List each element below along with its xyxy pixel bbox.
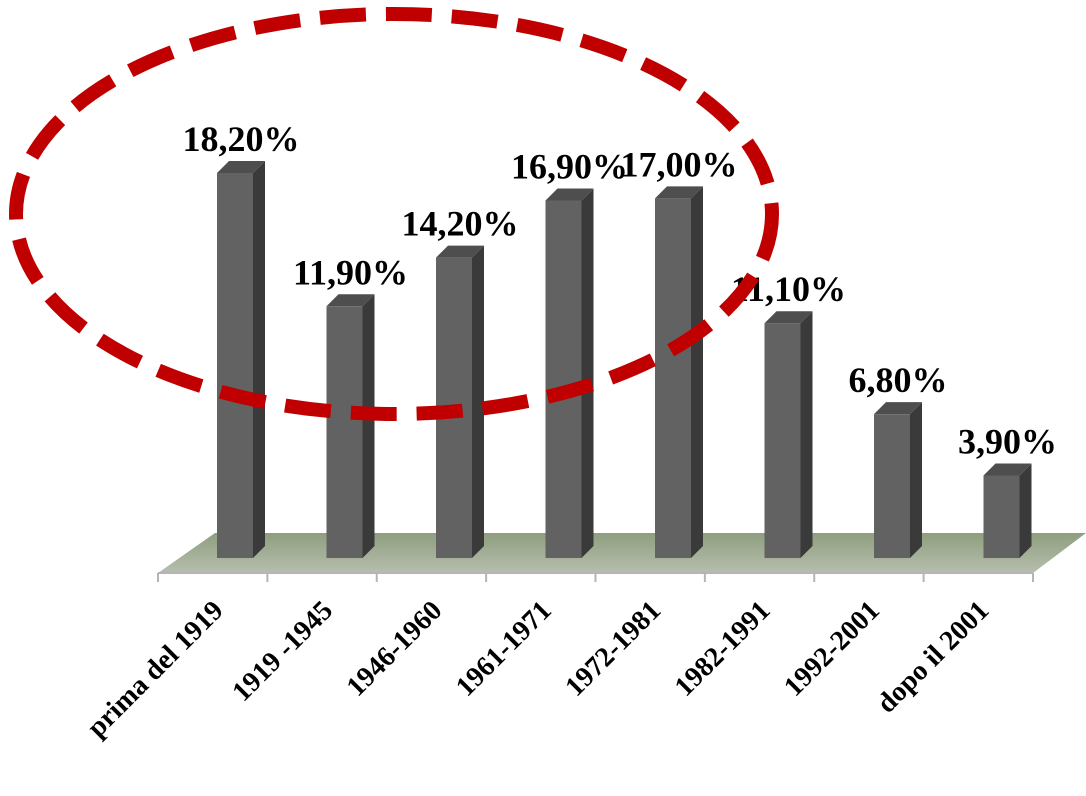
bar-side — [253, 161, 265, 558]
bar-front — [655, 198, 691, 558]
bar-top — [874, 402, 922, 415]
data-label: 16,90% — [511, 147, 628, 187]
bar-front — [326, 306, 363, 558]
data-labels: 18,20%11,90%14,20%16,90%17,00%11,10%6,80… — [183, 119, 1058, 462]
bar — [217, 161, 265, 558]
bar-side — [362, 294, 375, 558]
bar-front — [217, 173, 253, 558]
bar-side — [910, 402, 922, 558]
x-tick-label: 1972-1981 — [559, 595, 667, 703]
bar — [545, 188, 594, 558]
bar-front — [874, 414, 910, 558]
bar-top — [764, 311, 813, 324]
x-tick-label: dopo il 2001 — [871, 595, 995, 719]
data-label: 14,20% — [402, 204, 519, 244]
bar-side — [800, 311, 813, 558]
bar — [655, 186, 703, 558]
bar-side — [691, 186, 703, 558]
x-axis-ticks — [157, 573, 1034, 582]
data-label: 11,90% — [293, 252, 408, 292]
x-tick-label: 1946-1960 — [341, 595, 449, 703]
x-tick-label: prima del 1919 — [81, 595, 229, 743]
x-tick-label: 1961-1971 — [450, 595, 558, 703]
bar-top — [545, 188, 594, 201]
bar-front — [983, 475, 1020, 558]
bar — [436, 245, 484, 558]
data-label: 3,90% — [958, 422, 1057, 462]
bar-top — [217, 161, 265, 173]
data-label: 6,80% — [849, 360, 948, 400]
chart-floor — [158, 533, 1086, 573]
bar — [874, 402, 922, 558]
x-tick-label: 1919 -1945 — [226, 595, 339, 708]
highlight-ellipse — [9, 7, 779, 421]
bar-top — [326, 294, 375, 307]
bars — [217, 161, 1032, 558]
data-label: 18,20% — [183, 119, 300, 159]
data-label: 17,00% — [621, 144, 738, 184]
bar — [983, 463, 1032, 558]
bar-top — [655, 186, 703, 199]
x-tick-label: 1992-2001 — [778, 595, 886, 703]
bar-side — [1019, 463, 1032, 558]
x-tick-label: 1982-1991 — [669, 595, 777, 703]
bar-top — [436, 245, 484, 258]
bar — [764, 311, 813, 558]
bar-side — [472, 245, 484, 558]
bar-top — [983, 463, 1032, 476]
bar-side — [581, 188, 594, 558]
bar-front — [764, 323, 801, 558]
bar-front — [545, 200, 582, 558]
bar — [326, 294, 375, 558]
